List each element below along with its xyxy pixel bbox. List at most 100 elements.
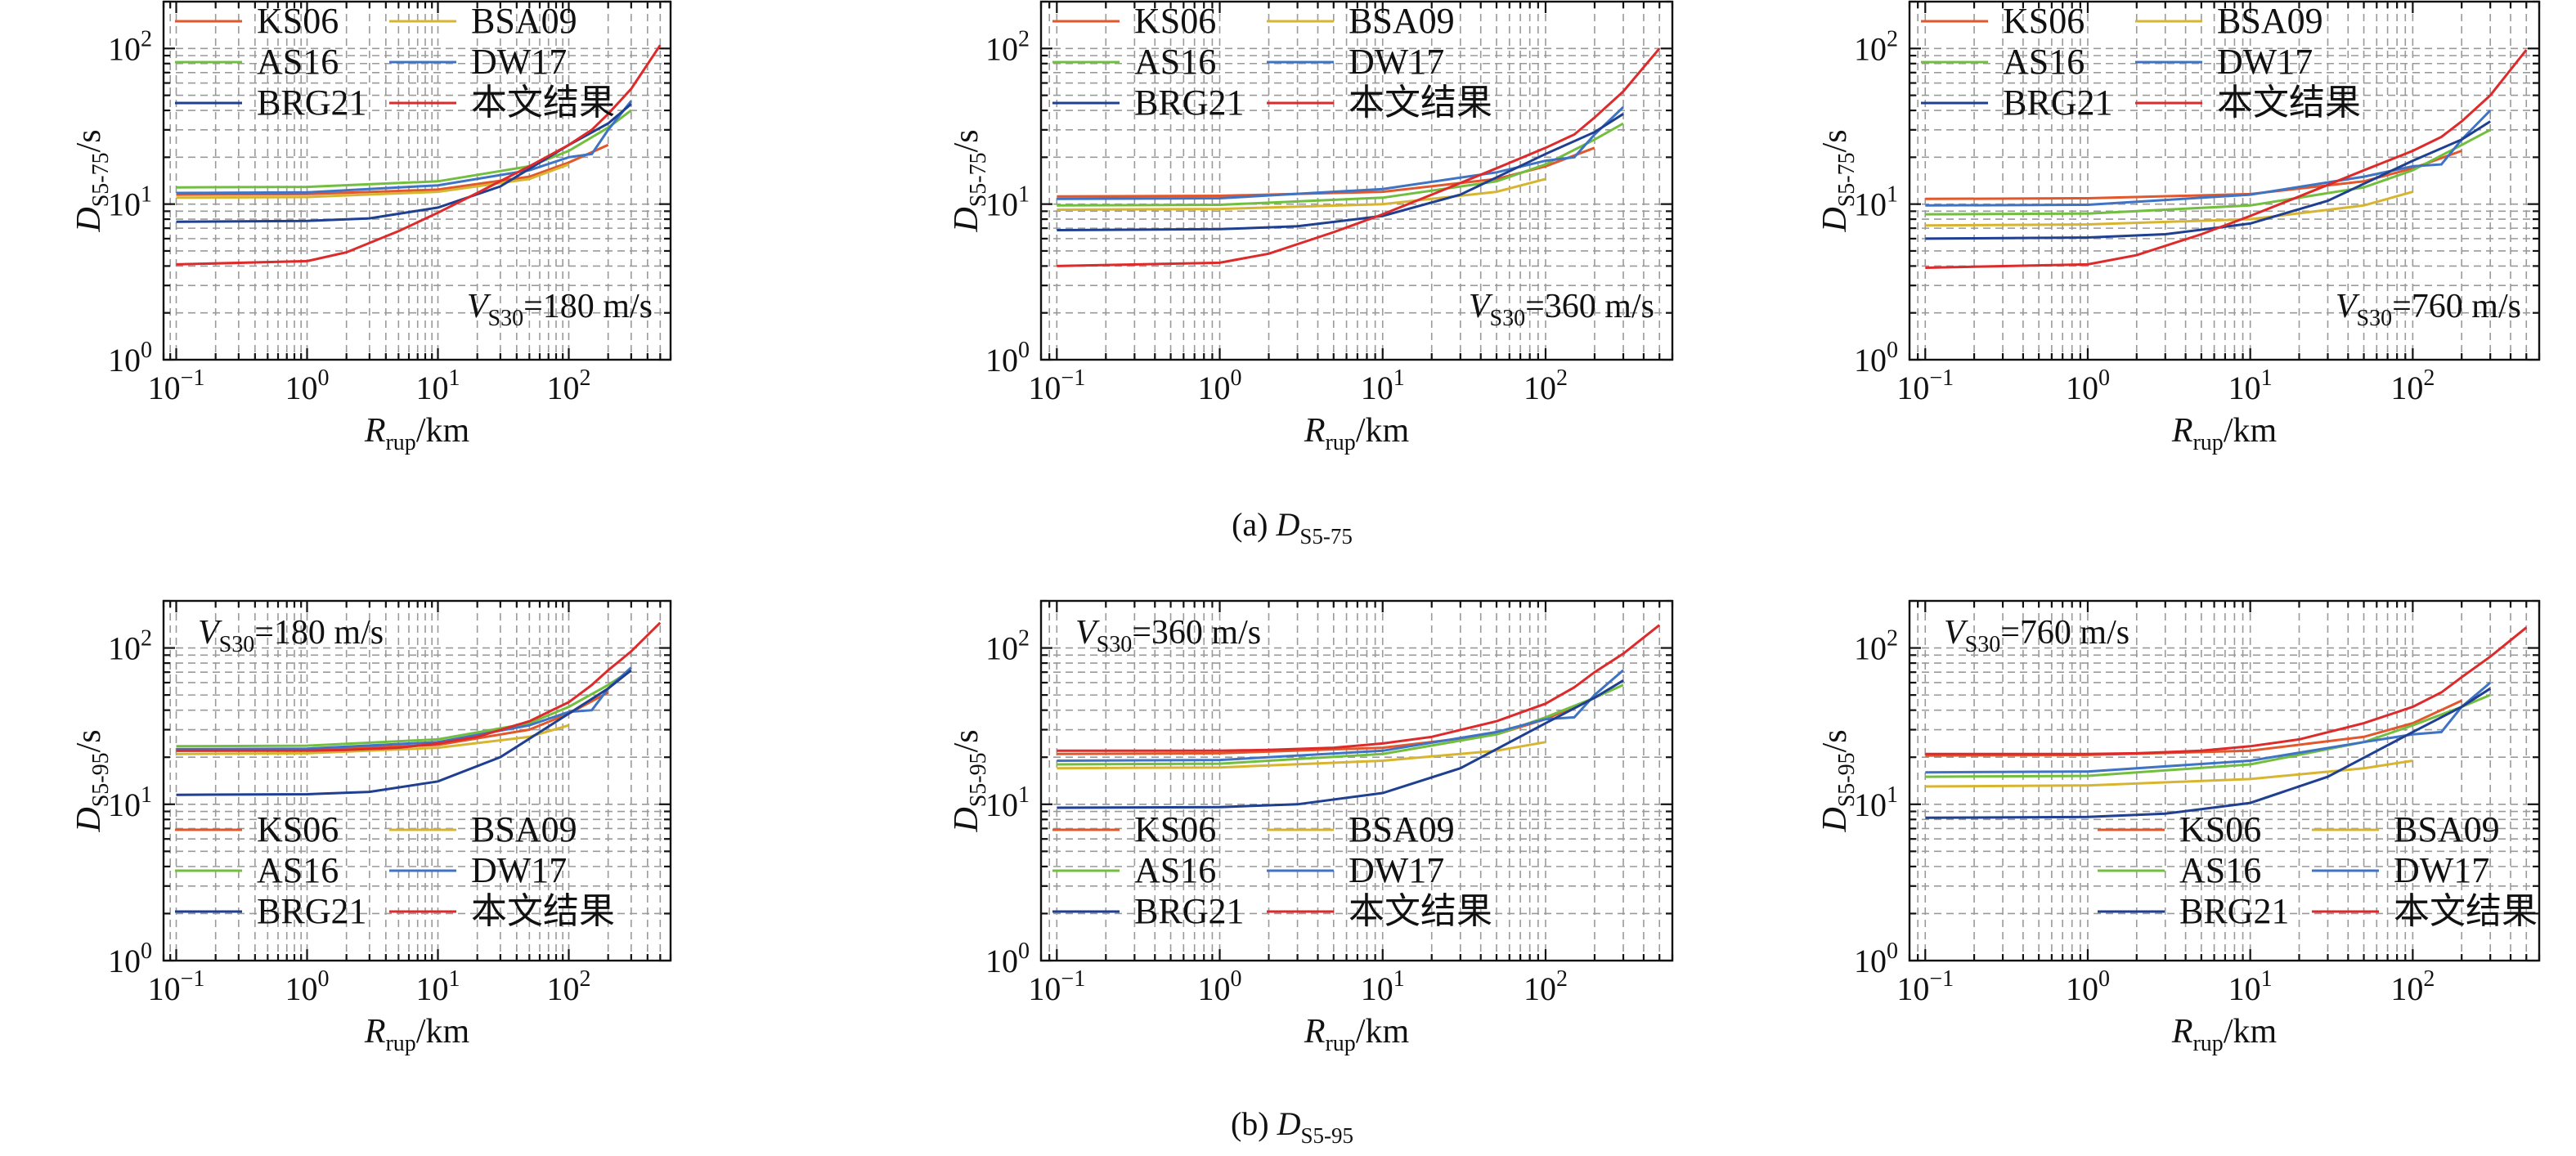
- y-tick-label: 101: [108, 782, 152, 823]
- x-axis-label: Rrup/km: [1304, 1013, 1410, 1056]
- series-AS16: [176, 669, 632, 748]
- series-BRG21: [1925, 120, 2492, 240]
- series-DW17: [176, 100, 632, 195]
- y-tick-label: 101: [1854, 782, 1898, 823]
- legend-label-KS06: KS06: [1134, 809, 1216, 849]
- x-tick-label: 10−1: [1028, 365, 1085, 406]
- vs30-annotation: VS30=180 m/s: [467, 288, 653, 331]
- y-axis-label: DS5-75/s: [1816, 129, 1860, 232]
- series-BSA09: [1925, 759, 2413, 788]
- x-axis-label: Rrup/km: [2171, 412, 2278, 455]
- vs30-annotation: VS30=180 m/s: [198, 614, 384, 657]
- y-tick-label: 102: [985, 26, 1030, 67]
- series-BRG21: [176, 669, 632, 796]
- x-tick-label: 100: [285, 365, 330, 406]
- series-DW17: [176, 666, 632, 751]
- legend-label-BRG21: BRG21: [2003, 83, 2112, 123]
- legend-label-AS16: AS16: [1134, 42, 1216, 82]
- ticks: [1039, 0, 1674, 361]
- plot-frame: [162, 0, 672, 361]
- x-tick-label: 100: [1198, 365, 1242, 406]
- y-tick-label: 101: [108, 182, 152, 223]
- legend: KS06 BSA09 AS16 DW17 BRG21 本文结果: [2098, 809, 2538, 931]
- plot-frame: [1908, 0, 2541, 361]
- series-本文结果: [1925, 626, 2528, 755]
- x-axis-label: Rrup/km: [1304, 412, 1410, 455]
- x-axis-label: Rrup/km: [364, 412, 470, 455]
- plot-frame: [1039, 0, 1674, 361]
- ticks: [1908, 0, 2541, 361]
- legend-label-KS06: KS06: [2179, 809, 2261, 849]
- plot-frame: [1908, 599, 2541, 962]
- series-本文结果: [176, 621, 662, 752]
- x-tick-label: 102: [2390, 966, 2435, 1007]
- chart-panel-a-760: 10−1 100 101 102100101102Rrup/kmDS5-75/sVS3…: [1816, 0, 2541, 455]
- series-BRG21: [1057, 679, 1624, 809]
- legend-label-AS16: AS16: [1134, 850, 1216, 890]
- chart-panel-a-180: 10−1 100 101 102100101102Rrup/kmDS5-75/sVS3…: [70, 0, 672, 455]
- x-tick-label: 10−1: [1896, 365, 1954, 406]
- legend-label-BRG21: BRG21: [1134, 891, 1244, 931]
- legend-label-本文结果: 本文结果: [1349, 83, 1492, 123]
- y-axis-label: DS5-95/s: [70, 729, 114, 832]
- legend-label-DW17: DW17: [1349, 42, 1444, 82]
- legend-label-BRG21: BRG21: [257, 83, 366, 123]
- legend-label-本文结果: 本文结果: [2217, 83, 2361, 123]
- legend-label-AS16: AS16: [2179, 850, 2261, 890]
- legend-label-KS06: KS06: [257, 1, 339, 41]
- figure-caption-a: (a) DS5-75: [1232, 506, 1353, 549]
- x-tick-label: 10−1: [148, 365, 205, 406]
- x-tick-label: 100: [285, 966, 330, 1007]
- series-KS06: [1057, 146, 1595, 198]
- series-KS06: [176, 143, 609, 196]
- x-tick-label: 10−1: [1896, 966, 1954, 1007]
- y-tick-label: 102: [108, 26, 152, 67]
- x-tick-label: 102: [1524, 365, 1568, 406]
- y-axis-label: DS5-95/s: [948, 729, 991, 832]
- chart-panel-a-360: 10−1 100 101 102100101102Rrup/kmDS5-75/sVS3…: [948, 0, 1674, 455]
- plot-frame: [162, 599, 672, 962]
- plot-frame: [1039, 599, 1674, 962]
- legend-label-BSA09: BSA09: [2394, 809, 2500, 849]
- series-AS16: [1057, 122, 1624, 207]
- x-tick-label: 10−1: [1028, 966, 1085, 1007]
- grid: [1040, 1, 1673, 360]
- vs30-annotation: VS30=360 m/s: [1075, 614, 1261, 657]
- chart-panel-b-760: 10−1 100 101 102100101102Rrup/kmDS5-95/sVS3…: [1816, 599, 2541, 1056]
- series-本文结果: [176, 44, 662, 266]
- series-BRG21: [1057, 113, 1624, 231]
- legend-label-BRG21: BRG21: [257, 891, 366, 931]
- legend-label-BSA09: BSA09: [471, 809, 577, 849]
- y-tick-label: 101: [1854, 182, 1898, 223]
- legend-label-BRG21: BRG21: [2179, 891, 2289, 931]
- x-tick-label: 10−1: [148, 966, 205, 1007]
- legend: KS06 BSA09 AS16 DW17 BRG21 本文结果: [1052, 1, 1492, 123]
- legend-label-AS16: AS16: [257, 42, 339, 82]
- vs30-annotation: VS30=760 m/s: [1944, 614, 2129, 657]
- series-BSA09: [1925, 190, 2413, 227]
- series-BSA09: [176, 724, 569, 755]
- x-tick-label: 100: [2066, 966, 2110, 1007]
- grid: [1909, 600, 2540, 961]
- y-tick-label: 102: [108, 626, 152, 667]
- x-tick-label: 102: [546, 966, 590, 1007]
- x-tick-label: 101: [2228, 966, 2273, 1007]
- legend-label-DW17: DW17: [471, 42, 567, 82]
- y-tick-label: 101: [985, 782, 1030, 823]
- y-tick-label: 102: [1854, 626, 1898, 667]
- series-KS06: [1057, 697, 1595, 755]
- ticks: [1908, 599, 2541, 962]
- x-tick-label: 101: [416, 365, 460, 406]
- legend-label-BSA09: BSA09: [2217, 1, 2323, 41]
- legend-label-BSA09: BSA09: [1349, 809, 1455, 849]
- legend-label-DW17: DW17: [471, 850, 567, 890]
- grid: [1040, 600, 1673, 961]
- x-tick-label: 101: [1361, 966, 1405, 1007]
- series-本文结果: [1057, 47, 1661, 267]
- x-tick-label: 100: [1198, 966, 1242, 1007]
- x-tick-label: 102: [546, 365, 590, 406]
- chart-panel-b-360: 10−1 100 101 102100101102Rrup/kmDS5-95/sVS3…: [948, 599, 1674, 1056]
- ticks: [162, 599, 672, 962]
- figure-caption-b: (b) DS5-95: [1231, 1105, 1353, 1148]
- vs30-annotation: VS30=360 m/s: [1469, 288, 1654, 331]
